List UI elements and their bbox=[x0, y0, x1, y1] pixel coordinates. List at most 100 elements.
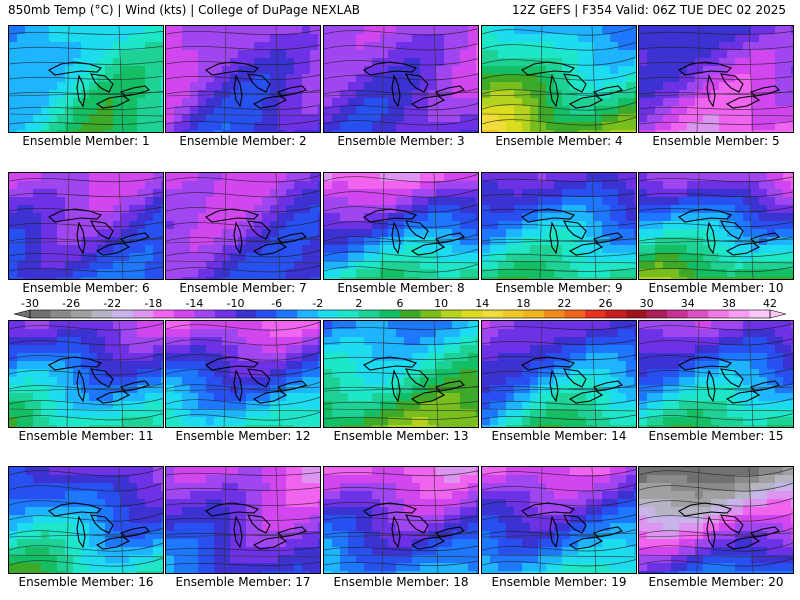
temperature-cell bbox=[41, 369, 49, 377]
temperature-cell bbox=[161, 491, 163, 499]
temperature-cell bbox=[522, 409, 530, 417]
temperature-cell bbox=[530, 261, 538, 269]
temperature-cell bbox=[634, 261, 636, 269]
temperature-cell bbox=[190, 26, 198, 34]
temperature-cell bbox=[506, 106, 514, 114]
temperature-cell bbox=[546, 337, 554, 345]
temperature-cell bbox=[436, 197, 444, 205]
great-lakes-outline bbox=[205, 208, 260, 223]
temperature-cell bbox=[137, 213, 145, 221]
temperature-cell bbox=[137, 377, 145, 385]
wind-streamline bbox=[9, 338, 163, 346]
temperature-cell bbox=[594, 122, 602, 130]
temperature-cell bbox=[498, 369, 506, 377]
temperature-cell bbox=[388, 66, 396, 74]
temperature-cell bbox=[578, 50, 586, 58]
temperature-cell bbox=[270, 337, 278, 345]
temperature-cell bbox=[727, 237, 735, 245]
temperature-cell bbox=[254, 361, 262, 369]
temperature-cell bbox=[49, 353, 57, 361]
temperature-cell bbox=[514, 122, 522, 130]
temperature-cell bbox=[530, 74, 538, 82]
great-lakes-outline bbox=[720, 368, 744, 388]
temperature-cell bbox=[743, 425, 751, 427]
temperature-cell bbox=[767, 361, 775, 369]
temperature-cell bbox=[113, 34, 121, 42]
temperature-cell bbox=[671, 189, 679, 197]
temperature-cell bbox=[310, 66, 318, 74]
temperature-cell bbox=[428, 229, 436, 237]
temperature-cell bbox=[671, 50, 679, 58]
temperature-cell bbox=[153, 50, 161, 58]
temperature-cell bbox=[468, 50, 476, 58]
temperature-cell bbox=[364, 261, 372, 269]
temperature-cell bbox=[332, 321, 340, 329]
temperature-cell bbox=[468, 90, 476, 98]
temperature-cell bbox=[129, 42, 137, 50]
temperature-cell bbox=[767, 385, 775, 393]
temperature-cell bbox=[49, 58, 57, 66]
temperature-cell bbox=[190, 491, 198, 499]
temperature-cell bbox=[121, 269, 129, 277]
temperature-cell bbox=[719, 345, 727, 353]
temperature-cell bbox=[562, 58, 570, 66]
temperature-cell bbox=[404, 393, 412, 401]
temperature-cell bbox=[182, 499, 190, 507]
state-border bbox=[166, 238, 320, 244]
temperature-cell bbox=[206, 114, 214, 122]
temperature-cell bbox=[198, 237, 206, 245]
temperature-cell bbox=[332, 34, 340, 42]
temperature-cell bbox=[161, 337, 163, 345]
temperature-cell bbox=[222, 425, 230, 427]
temperature-cell bbox=[121, 253, 129, 261]
ensemble-member-label: Ensemble Member: 4 bbox=[495, 134, 623, 148]
temperature-cell bbox=[9, 321, 17, 329]
temperature-cell bbox=[33, 555, 41, 563]
temperature-cell bbox=[530, 417, 538, 425]
temperature-cell bbox=[57, 353, 65, 361]
temperature-cell bbox=[161, 197, 163, 205]
ensemble-member-label: Ensemble Member: 11 bbox=[18, 429, 154, 443]
state-border bbox=[324, 238, 478, 244]
temperature-cell bbox=[174, 237, 182, 245]
temperature-cell bbox=[41, 385, 49, 393]
temperature-cell bbox=[546, 26, 554, 34]
temperature-cell bbox=[498, 90, 506, 98]
temperature-cell bbox=[428, 74, 436, 82]
temperature-cell bbox=[182, 245, 190, 253]
temperature-cell bbox=[254, 417, 262, 425]
temperature-cell bbox=[262, 467, 270, 475]
temperature-cell bbox=[238, 106, 246, 114]
temperature-cell bbox=[530, 189, 538, 197]
temperature-cell bbox=[161, 377, 163, 385]
temperature-cell bbox=[562, 106, 570, 114]
temperature-cell bbox=[161, 122, 163, 130]
temperature-cell bbox=[356, 197, 364, 205]
temperature-cell bbox=[254, 82, 262, 90]
temperature-cell bbox=[214, 189, 222, 197]
state-border bbox=[639, 408, 793, 412]
temperature-cell bbox=[586, 261, 594, 269]
temperature-cell bbox=[602, 173, 610, 181]
temperature-cell bbox=[476, 82, 478, 90]
wind-streamline bbox=[639, 368, 793, 376]
temperature-cell bbox=[490, 106, 498, 114]
temperature-cell bbox=[647, 277, 655, 279]
temperature-cell bbox=[626, 189, 634, 197]
temperature-cell bbox=[703, 181, 711, 189]
temperature-cell bbox=[546, 197, 554, 205]
temperature-cell bbox=[9, 483, 17, 491]
temperature-cell bbox=[190, 34, 198, 42]
temperature-cell bbox=[444, 26, 452, 34]
temperature-cell bbox=[73, 563, 81, 571]
temperature-cell bbox=[586, 229, 594, 237]
wind-streamline bbox=[166, 74, 320, 81]
temperature-cell bbox=[759, 82, 767, 90]
temperature-cell bbox=[663, 345, 671, 353]
temperature-cell bbox=[412, 261, 420, 269]
temperature-cell bbox=[364, 26, 372, 34]
temperature-cell bbox=[444, 130, 452, 132]
temperature-cell bbox=[121, 82, 129, 90]
temperature-cell bbox=[711, 393, 719, 401]
temperature-cell bbox=[166, 229, 174, 237]
